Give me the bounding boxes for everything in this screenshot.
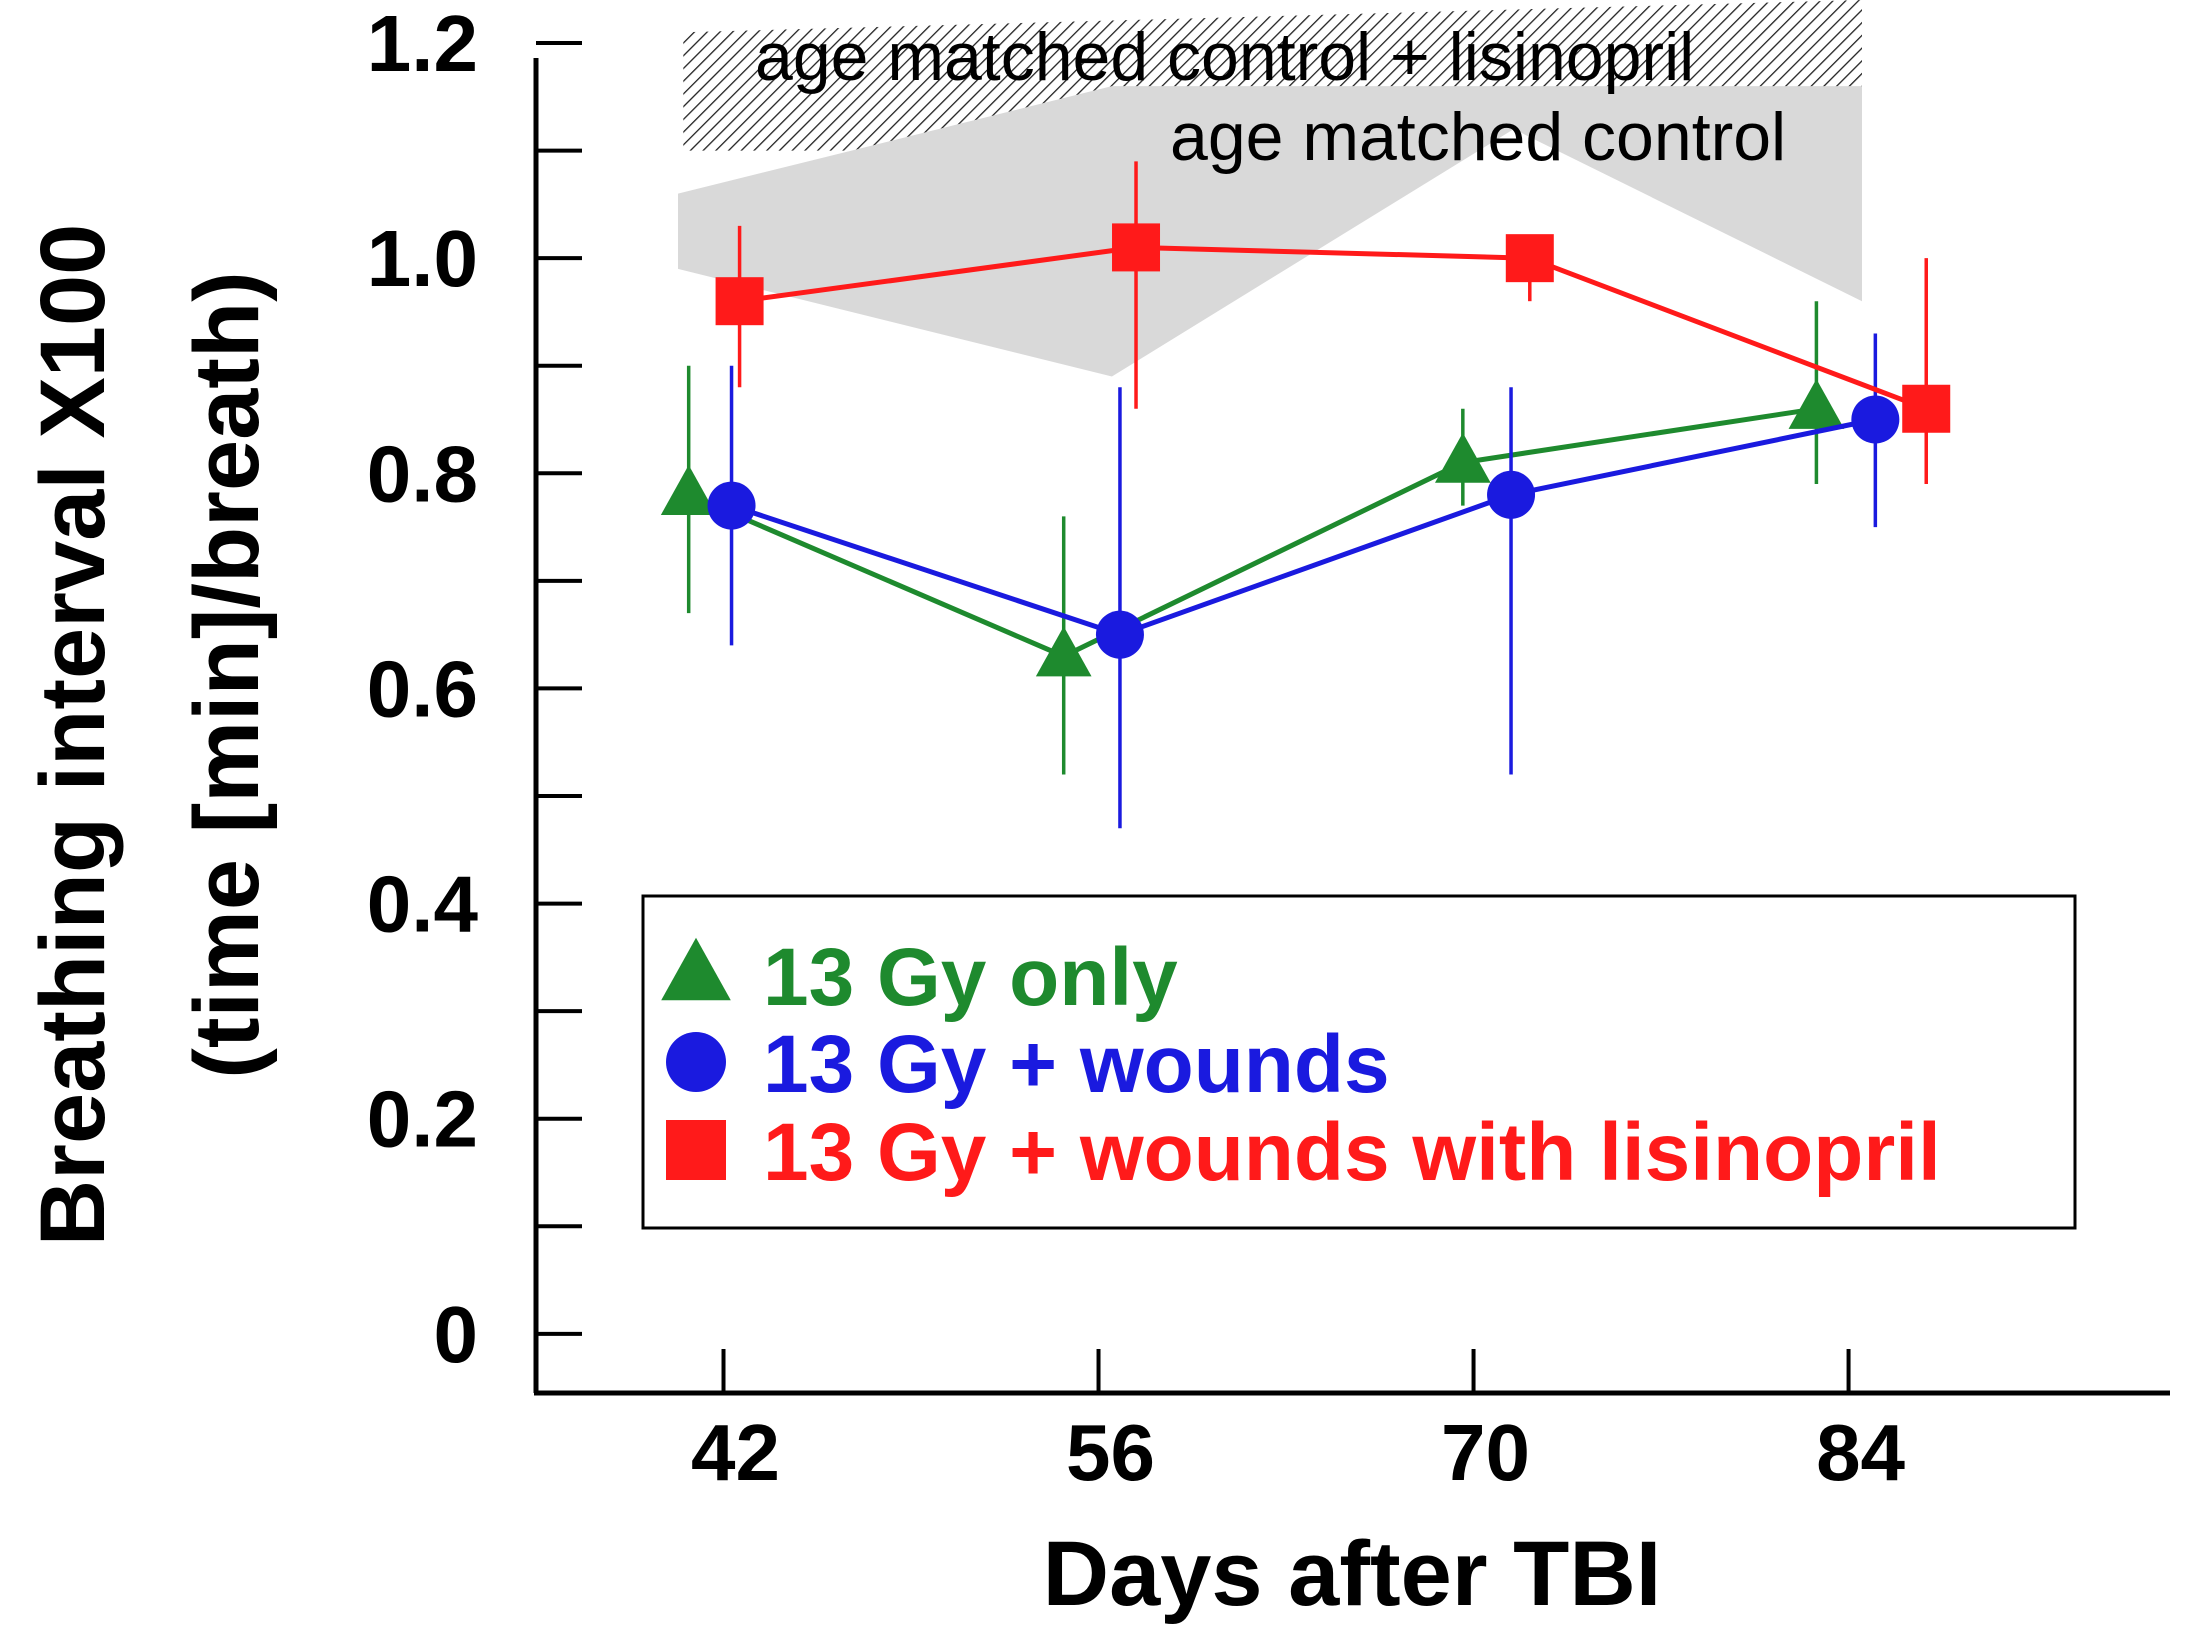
legend-label-1: 13 Gy + wounds — [763, 1019, 1390, 1110]
x-tick-labels: 42 56 70 84 — [691, 1408, 1906, 1497]
x-axis-title: Days after TBI — [1043, 1523, 1662, 1625]
data-point-1-3 — [1851, 395, 1900, 444]
x-tick-label-3: 84 — [1816, 1408, 1905, 1497]
legend-marker-1 — [666, 1032, 726, 1092]
data-point-1-0 — [707, 481, 756, 530]
y-tick-labels: 0 0.2 0.4 0.6 0.8 1.0 1.2 — [367, 0, 479, 1379]
band-label-control-lisinopril: age matched control + lisinopril — [755, 19, 1694, 95]
y-axis-title-line1: Breathing interval X100 — [22, 224, 124, 1247]
legend-marker-2 — [666, 1120, 726, 1180]
y-tick-label-5: 1.0 — [367, 214, 478, 303]
data-point-0-0 — [660, 465, 717, 515]
y-tick-label-0: 0 — [434, 1290, 479, 1379]
series-line-0 — [687, 406, 1817, 659]
data-point-2-1 — [1112, 223, 1161, 272]
x-ticks — [721, 1349, 1851, 1393]
y-tick-label-2: 0.4 — [367, 860, 479, 949]
y-tick-label-6: 1.2 — [367, 0, 478, 88]
data-point-2-3 — [1902, 384, 1951, 433]
series-2 — [715, 161, 1951, 485]
axes: 0 0.2 0.4 0.6 0.8 1.0 1.2 42 56 70 84 — [367, 0, 2170, 1497]
legend-label-2: 13 Gy + wounds with lisinopril — [763, 1107, 1941, 1198]
series-line-1 — [730, 417, 1876, 638]
legend-box — [641, 894, 2077, 1230]
data-point-0-2 — [1434, 432, 1491, 483]
series-0 — [660, 301, 1845, 775]
x-tick-label-1: 56 — [1066, 1408, 1155, 1497]
x-tick-label-2: 70 — [1441, 1408, 1530, 1497]
y-tick-label-4: 0.8 — [367, 429, 478, 518]
data-point-2-2 — [1505, 234, 1554, 283]
y-minor-ticks — [536, 148, 582, 1229]
data-point-1-1 — [1095, 610, 1144, 659]
legend-label-0: 13 Gy only — [763, 932, 1178, 1023]
series — [660, 161, 1951, 829]
y-ticks — [536, 41, 582, 1336]
band-label-control: age matched control — [1170, 99, 1786, 175]
x-tick-label-0: 42 — [691, 1408, 780, 1497]
band-control-area — [678, 86, 1862, 377]
series-1 — [707, 333, 1900, 829]
y-tick-label-1: 0.2 — [367, 1075, 478, 1164]
data-point-1-2 — [1487, 470, 1536, 519]
data-point-2-0 — [715, 277, 764, 326]
y-tick-label-3: 0.6 — [367, 644, 478, 733]
legend-marker-0 — [661, 937, 731, 1001]
series-line-2 — [739, 244, 1928, 412]
y-axis-title-line2: (time [min]/breath) — [176, 271, 278, 1079]
control-bands: age matched control + lisinopril age mat… — [678, 0, 1862, 377]
data-point-0-3 — [1788, 378, 1845, 429]
data-point-0-1 — [1035, 626, 1092, 677]
